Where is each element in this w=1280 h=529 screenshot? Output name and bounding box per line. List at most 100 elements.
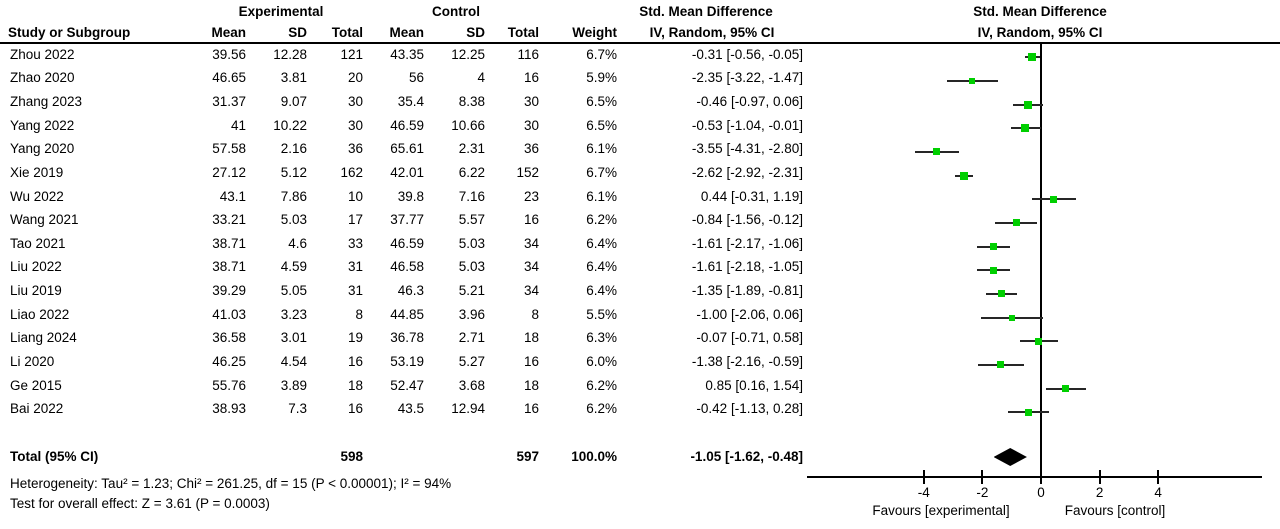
study-weight-marker: [1023, 100, 1032, 109]
cell-e_mean: 38.71: [212, 235, 246, 251]
cell-c_sd: 6.22: [458, 164, 485, 180]
cell-c_sd: 4: [477, 70, 485, 86]
cell-c_sd: 12.94: [451, 401, 485, 417]
total-row-control-n: 597: [516, 449, 539, 464]
cell-c_total: 116: [517, 46, 539, 62]
cell-c_total: 16: [523, 354, 539, 370]
cell-e_total: 31: [347, 283, 363, 299]
cell-e_sd: 4.59: [280, 259, 307, 275]
cell-e_total: 18: [347, 377, 363, 393]
cell-c_sd: 2.31: [458, 141, 485, 157]
col-header-ci-text: IV, Random, 95% CI: [649, 25, 775, 40]
cell-e_mean: 39.29: [212, 283, 246, 299]
study-name: Liu 2019: [10, 283, 62, 299]
study-weight-marker: [1021, 124, 1030, 133]
cell-c_mean: 36.78: [390, 330, 424, 346]
cell-e_mean: 38.71: [212, 259, 246, 275]
cell-c_sd: 5.21: [458, 283, 485, 299]
col-header-ci-plot: IV, Random, 95% CI: [977, 25, 1103, 40]
cell-ci: -3.55 [-4.31, -2.80]: [691, 141, 803, 157]
cell-c_sd: 5.03: [458, 259, 485, 275]
cell-ci: -2.35 [-3.22, -1.47]: [691, 70, 803, 86]
cell-ci: -1.61 [-2.18, -1.05]: [691, 259, 803, 275]
study-weight-marker: [969, 77, 976, 84]
cell-c_total: 23: [523, 188, 539, 204]
col-header-study: Study or Subgroup: [8, 25, 131, 40]
x-axis-tick-label: 0: [1037, 485, 1045, 500]
total-row-weight: 100.0%: [571, 449, 617, 464]
cell-c_mean: 39.8: [397, 188, 424, 204]
cell-e_sd: 7.3: [288, 401, 307, 417]
cell-c_total: 16: [523, 212, 539, 228]
study-weight-marker: [1035, 337, 1043, 345]
cell-e_total: 36: [347, 141, 363, 157]
study-name: Liao 2022: [10, 306, 70, 322]
smd-text-column-title: Std. Mean Difference: [639, 4, 773, 19]
col-header-total-experimental: Total: [331, 25, 363, 40]
cell-e_sd: 5.12: [280, 164, 307, 180]
cell-c_mean: 35.4: [397, 93, 424, 109]
smd-plot-column-title: Std. Mean Difference: [973, 4, 1107, 19]
cell-ci: -1.38 [-2.16, -0.59]: [691, 354, 803, 370]
cell-c_mean: 46.58: [390, 259, 424, 275]
cell-weight: 6.0%: [586, 354, 617, 370]
cell-weight: 6.3%: [586, 330, 617, 346]
study-weight-marker: [990, 243, 998, 251]
study-name: Li 2020: [10, 354, 55, 370]
study-weight-marker: [997, 290, 1005, 298]
study-weight-marker: [933, 148, 941, 156]
cell-c_total: 16: [523, 70, 539, 86]
x-axis-tick: [1098, 470, 1101, 484]
cell-e_mean: 39.56: [212, 46, 246, 62]
x-axis-line: [807, 476, 1262, 478]
cell-e_total: 162: [340, 164, 363, 180]
col-header-total-control: Total: [507, 25, 539, 40]
cell-ci: -0.53 [-1.04, -0.01]: [691, 117, 803, 133]
cell-e_mean: 57.58: [212, 141, 246, 157]
cell-weight: 6.2%: [586, 401, 617, 417]
cell-c_mean: 46.3: [397, 283, 424, 299]
study-weight-marker: [960, 171, 969, 180]
cell-e_mean: 41: [230, 117, 246, 133]
cell-c_total: 152: [516, 164, 539, 180]
cell-c_sd: 8.38: [458, 93, 485, 109]
cell-e_total: 10: [347, 188, 363, 204]
cell-c_mean: 65.61: [390, 141, 424, 157]
cell-e_total: 30: [347, 117, 363, 133]
cell-e_sd: 10.22: [273, 117, 307, 133]
x-axis-tick: [1157, 470, 1160, 484]
cell-weight: 6.4%: [586, 259, 617, 275]
cell-weight: 6.7%: [586, 46, 617, 62]
cell-e_sd: 5.03: [280, 212, 307, 228]
cell-e_sd: 3.01: [280, 330, 307, 346]
cell-e_mean: 43.1: [219, 188, 246, 204]
cell-e_total: 16: [347, 354, 363, 370]
cell-weight: 6.5%: [586, 93, 617, 109]
cell-c_total: 18: [523, 377, 539, 393]
header-divider-line: [0, 42, 1280, 44]
cell-ci: -1.00 [-2.06, 0.06]: [696, 306, 803, 322]
cell-weight: 6.2%: [586, 377, 617, 393]
cell-ci: -1.61 [-2.17, -1.06]: [691, 235, 803, 251]
total-row-experimental-n: 598: [340, 449, 363, 464]
cell-e_total: 121: [340, 46, 363, 62]
heterogeneity-stats: Heterogeneity: Tau² = 1.23; Chi² = 261.2…: [10, 476, 452, 491]
cell-weight: 6.5%: [586, 117, 617, 133]
x-axis-tick: [1040, 470, 1042, 484]
col-header-sd-experimental: SD: [288, 25, 307, 40]
cell-c_total: 18: [523, 330, 539, 346]
x-axis-tick: [981, 470, 984, 484]
cell-e_mean: 33.21: [212, 212, 246, 228]
total-effect-diamond: [993, 448, 1027, 466]
zero-effect-line: [1040, 44, 1042, 478]
x-axis-tick: [922, 470, 925, 484]
cell-c_mean: 44.85: [390, 306, 424, 322]
cell-c_sd: 3.68: [458, 377, 485, 393]
cell-c_sd: 2.71: [458, 330, 485, 346]
overall-effect-test: Test for overall effect: Z = 3.61 (P = 0…: [10, 496, 270, 511]
cell-c_mean: 43.5: [397, 401, 424, 417]
col-header-mean-control: Mean: [389, 25, 424, 40]
study-weight-marker: [997, 361, 1005, 369]
cell-c_total: 8: [531, 306, 539, 322]
cell-c_sd: 5.27: [458, 354, 485, 370]
